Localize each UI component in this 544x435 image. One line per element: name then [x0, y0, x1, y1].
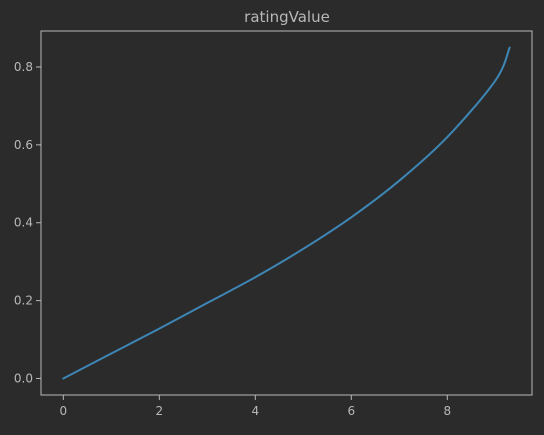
series-layer: [62, 46, 511, 380]
y-tick-label: 0.2: [14, 294, 33, 308]
x-tick-label: 6: [347, 404, 355, 418]
x-tick-label: 2: [155, 404, 163, 418]
x-tick-label: 8: [443, 404, 451, 418]
y-axis: 0.0 0.2 0.4 0.6 0.8: [14, 60, 41, 385]
y-tick-label: 0.4: [14, 216, 33, 230]
y-tick-label: 0.0: [14, 371, 33, 385]
chart-title: ratingValue: [244, 8, 330, 26]
y-tick-label: 0.6: [14, 138, 33, 152]
x-tick-label: 4: [251, 404, 259, 418]
y-tick-label: 0.8: [14, 60, 33, 74]
x-axis: 0 2 4 6 8: [59, 395, 451, 418]
plot-frame: [40, 30, 533, 396]
x-tick-label: 0: [59, 404, 67, 418]
series-line: [62, 46, 511, 380]
